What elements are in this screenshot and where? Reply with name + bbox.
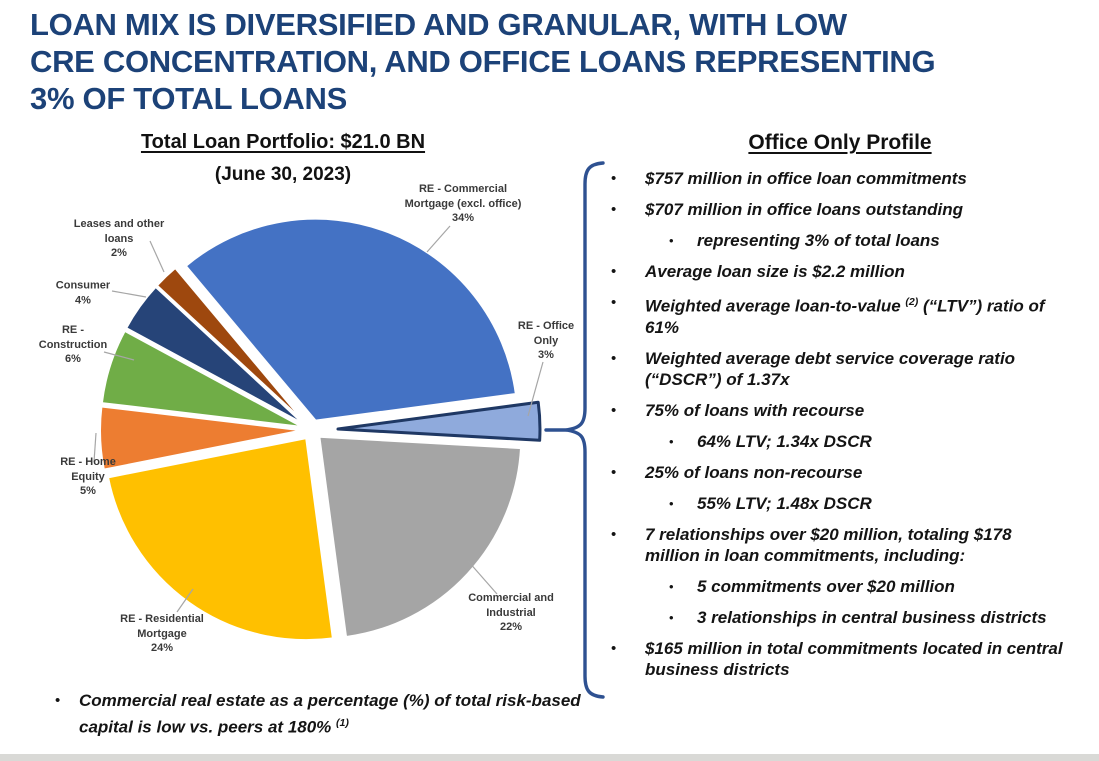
pie-slice-0	[184, 217, 517, 422]
pie-slice-2	[318, 435, 523, 639]
profile-bullet-item: • 55% LTV; 1.48x DSCR	[607, 493, 1075, 514]
bullet-dot: •	[669, 433, 674, 449]
pie-slice-4	[99, 405, 304, 471]
bullet-dot: •	[611, 263, 617, 280]
leader-line-home-equity	[93, 432, 97, 463]
bullet-dot: •	[611, 401, 617, 419]
profile-bullet-item: • $757 million in office loan commitments	[607, 168, 1075, 189]
profile-bullet-item: • Weighted average loan-to-value (2) (“LT…	[607, 292, 1075, 338]
bullet-text: 55% LTV; 1.48x DSCR	[697, 493, 872, 513]
bullet-text: Weighted average debt service coverage r…	[645, 348, 1016, 389]
pie-chart-title: Total Loan Portfolio: $21.0 BN	[140, 131, 426, 153]
profile-bullet-item: • 7 relationships over $20 million, total…	[607, 524, 1075, 566]
footnote-bullet-dot: •	[55, 692, 61, 709]
profile-bullet-item: • Weighted average debt service coverage …	[607, 348, 1075, 390]
profile-bullet-item: • Average loan size is $2.2 million	[607, 261, 1075, 282]
bullet-dot: •	[611, 294, 617, 311]
bullet-text: Average loan size is $2.2 million	[645, 262, 905, 281]
office-profile-heading: Office Only Profile	[748, 131, 932, 154]
bullet-dot: •	[611, 201, 617, 218]
slice-label-consumer: Consumer 4%	[55, 279, 111, 306]
bullet-dot: •	[611, 349, 617, 367]
profile-bullet-item: • 25% of loans non-recourse	[607, 462, 1075, 483]
slice-label-commercial-industrial: Commercial and Industrial 22%	[468, 592, 554, 634]
leader-line-commercial-industrial	[467, 560, 498, 595]
bullet-text: 3 relationships in central business dist…	[697, 607, 1047, 627]
footnote-text: Commercial real estate as a percentage (…	[79, 691, 581, 737]
bullet-dot: •	[669, 578, 674, 594]
bullet-text: 25% of loans non-recourse	[645, 462, 863, 482]
leader-line-construction	[103, 351, 135, 361]
pie-slice-7	[155, 267, 307, 424]
leader-line-office-only	[527, 361, 544, 417]
leader-line-leases	[149, 240, 165, 273]
bullet-dot: •	[611, 525, 617, 543]
office-profile-list: • $757 million in office loan commitments…	[607, 168, 1075, 690]
leader-line-commercial-mortgage	[426, 225, 451, 253]
bullet-text: 7 relationships over $20 million, totali…	[645, 524, 1012, 565]
profile-bullet-item: • 75% of loans with recourse	[607, 400, 1075, 421]
pie-slice-5	[100, 329, 304, 428]
slice-label-residential-mortgage: RE - Residential Mortgage 24%	[120, 613, 204, 655]
profile-bullet-item: • 5 commitments over $20 million	[607, 576, 1075, 597]
pie-slices-group	[99, 217, 542, 642]
profile-bullet-item: • representing 3% of total loans	[607, 230, 1075, 251]
pie-slice-6	[125, 285, 305, 426]
bullet-text: $707 million in office loans outstanding	[645, 200, 964, 219]
profile-bullet-item: • 3 relationships in central business dis…	[607, 607, 1075, 628]
curly-brace	[565, 161, 605, 699]
bullet-dot: •	[611, 463, 617, 481]
leader-line-residential-mortgage	[176, 588, 194, 613]
slice-label-home-equity: RE - Home Equity 5%	[60, 456, 116, 498]
bullet-text: $757 million in office loan commitments	[645, 169, 967, 188]
slice-label-leases: Leases and other loans 2%	[73, 218, 165, 260]
pie-chart-subtitle: (June 30, 2023)	[214, 164, 352, 185]
bullet-dot: •	[669, 609, 674, 625]
slide-title: LOAN MIX IS DIVERSIFIED AND GRANULAR, WI…	[30, 7, 936, 117]
bullet-dot: •	[669, 495, 674, 511]
pie-slice-3	[107, 437, 334, 642]
slice-label-commercial-mortgage: RE - Commercial Mortgage (excl. office) …	[404, 183, 522, 225]
bullet-text: 5 commitments over $20 million	[697, 576, 955, 596]
slice-label-construction: RE - Construction 6%	[38, 324, 108, 366]
profile-bullet-item: • 64% LTV; 1.34x DSCR	[607, 431, 1075, 452]
slice-label-office-only: RE - Office Only 3%	[517, 320, 575, 362]
bullet-text: $165 million in total commitments locate…	[645, 638, 1063, 679]
bullet-text: representing 3% of total loans	[697, 231, 940, 250]
bullet-dot: •	[611, 170, 617, 187]
footnote: • Commercial real estate as a percentage…	[55, 690, 615, 739]
profile-bullet-item: • $165 million in total commitments locat…	[607, 638, 1075, 680]
bullet-text: 64% LTV; 1.34x DSCR	[697, 431, 872, 451]
leader-line-consumer	[111, 290, 147, 298]
profile-bullet-item: • $707 million in office loans outstandin…	[607, 199, 1075, 220]
leader-lines-group	[93, 225, 544, 613]
pie-slice-1	[336, 400, 542, 442]
bullet-text: Weighted average loan-to-value (2) (“LTV…	[645, 296, 1045, 337]
bullet-dot: •	[669, 233, 674, 248]
bullet-dot: •	[611, 639, 617, 657]
bullet-text: 75% of loans with recourse	[645, 400, 865, 420]
bottom-bar	[0, 754, 1099, 761]
